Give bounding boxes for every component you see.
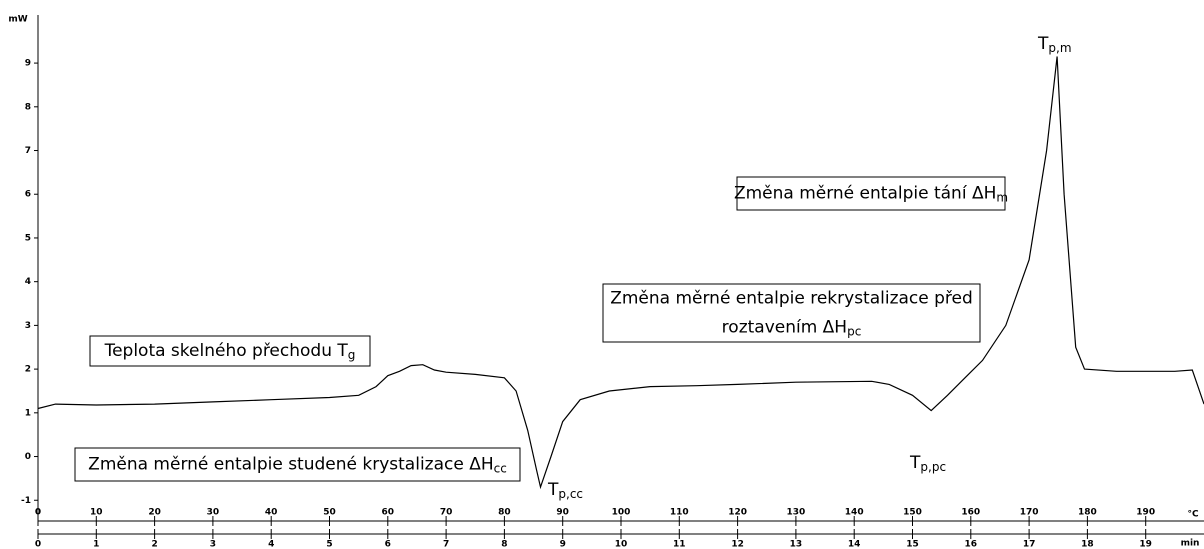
y-tick-label: 8 <box>25 102 31 112</box>
x-tick-label: 3 <box>210 540 216 549</box>
x-tick-label: 6 <box>385 540 391 549</box>
x2-tick-label: 160 <box>961 508 980 518</box>
annotation-line: roztavením ΔH <box>722 318 847 338</box>
x-tick-label: 9 <box>560 540 566 549</box>
x-tick-label: 5 <box>326 540 332 549</box>
y-tick-label: 4 <box>25 277 31 287</box>
x2-tick-label: 150 <box>903 508 922 518</box>
annotation-line: Změna měrné entalpie rekrystalizace před <box>610 289 973 309</box>
x-tick-label: 12 <box>731 540 744 549</box>
y-tick-label: 2 <box>25 365 31 375</box>
y-tick-label: 5 <box>25 233 31 243</box>
x-tick-label: 18 <box>1081 540 1094 549</box>
x-tick-label: 13 <box>790 540 803 549</box>
x2-tick-label: 70 <box>440 508 453 518</box>
x-tick-label: 19 <box>1139 540 1152 549</box>
y-tick-label: -1 <box>21 496 31 506</box>
x2-tick-label: 20 <box>148 508 161 518</box>
x-tick-label: 15 <box>906 540 919 549</box>
annotation-line: Změna měrné entalpie studené krystalizac… <box>88 455 493 475</box>
x2-tick-label: 110 <box>670 508 689 518</box>
x2-tick-label: 60 <box>382 508 395 518</box>
x2-tick-label: 130 <box>787 508 806 518</box>
x2-tick-label: 30 <box>207 508 220 518</box>
annotation-text: roztavením ΔHpc <box>722 318 862 339</box>
annotation-sub: m <box>996 190 1008 204</box>
x-tick-label: 14 <box>848 540 861 549</box>
y-tick-label: 3 <box>25 321 31 331</box>
annotation-box <box>89 335 371 367</box>
annotation-sub: cc <box>494 461 507 475</box>
x2-tick-label: 80 <box>498 508 511 518</box>
y-tick-label: 0 <box>25 452 31 462</box>
dsc-curve <box>37 56 1204 490</box>
x-tick-label: 7 <box>443 540 449 549</box>
x2-tick-label: 40 <box>265 508 278 518</box>
x2-tick-label: 0 <box>35 508 41 518</box>
x-tick-label: 1 <box>93 540 99 549</box>
peak-symbol: T <box>909 453 921 473</box>
peak-sub: p,pc <box>920 460 946 474</box>
x-axis-label: min <box>1181 539 1200 549</box>
annotation-text: Teplota skelného přechodu Tg <box>104 341 356 362</box>
y-tick-label: 6 <box>25 190 31 200</box>
x2-tick-label: 50 <box>323 508 336 518</box>
annotation-sub: g <box>348 348 356 362</box>
x-tick-label: 8 <box>501 540 507 549</box>
x2-tick-label: 140 <box>845 508 864 518</box>
annotation-box <box>602 283 981 343</box>
annotation-line: Teplota skelného přechodu T <box>104 341 349 361</box>
peak-symbol: T <box>547 480 559 500</box>
x2-tick-label: 180 <box>1078 508 1097 518</box>
x-tick-label: 2 <box>151 540 157 549</box>
peak-symbol: T <box>1037 34 1049 54</box>
annotation-text: Změna měrné entalpie tání ΔHm <box>734 184 1008 205</box>
peak-sub: p,m <box>1048 41 1071 55</box>
peak-sub: p,cc <box>558 487 583 501</box>
x-tick-label: 10 <box>615 540 628 549</box>
peak-label: Tp,cc <box>547 480 583 501</box>
annotation-line: Změna měrné entalpie tání ΔH <box>734 184 996 204</box>
y-tick-label: 1 <box>25 408 31 418</box>
x2-tick-label: 90 <box>556 508 569 518</box>
peak-label: Tp,pc <box>909 453 946 474</box>
x-tick-label: 11 <box>673 540 686 549</box>
x2-tick-label: 100 <box>612 508 631 518</box>
x2-tick-label: 120 <box>728 508 747 518</box>
x-tick-label: 0 <box>35 540 41 549</box>
y-tick-label: 7 <box>25 146 31 156</box>
x2-tick-label: 10 <box>90 508 103 518</box>
annotation-text: Změna měrné entalpie rekrystalizace před <box>610 289 973 309</box>
x-tick-label: 17 <box>1023 540 1036 549</box>
annotation-box <box>74 447 521 482</box>
annotation-sub: pc <box>847 324 861 338</box>
annotation-text: Změna měrné entalpie studené krystalizac… <box>88 455 507 476</box>
y-axis-label: mW <box>8 15 27 25</box>
y-tick-label: 9 <box>25 59 31 69</box>
annotation-box <box>736 176 1006 211</box>
x-tick-label: 4 <box>268 540 274 549</box>
x2-tick-label: 190 <box>1136 508 1155 518</box>
x-tick-label: 16 <box>965 540 978 549</box>
x2-tick-label: 170 <box>1020 508 1039 518</box>
peak-label: Tp,m <box>1037 34 1072 55</box>
x2-axis-label: °C <box>1187 510 1199 520</box>
